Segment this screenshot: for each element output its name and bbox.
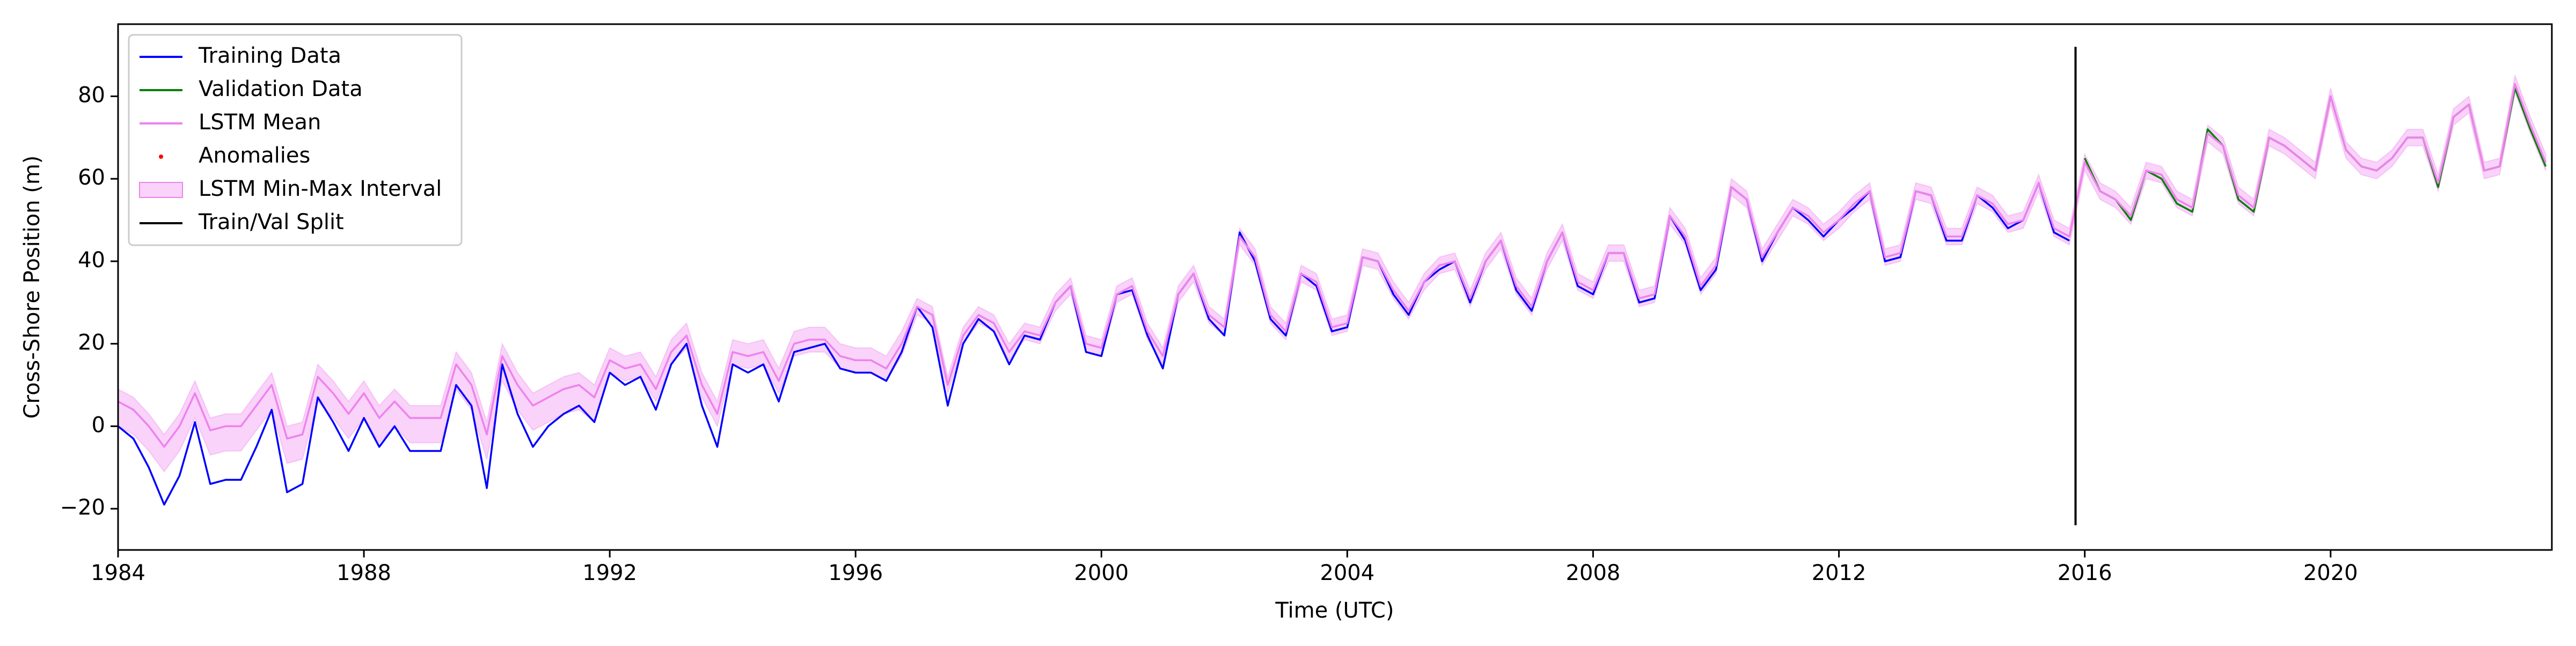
y-tick-label: −20 (60, 495, 105, 520)
y-tick-label: 0 (92, 413, 105, 437)
x-tick-label: 2008 (1566, 561, 1621, 585)
x-tick-label: 2000 (1074, 561, 1129, 585)
legend-box (128, 34, 463, 246)
x-tick-label: 1992 (582, 561, 637, 585)
y-tick-label: 40 (78, 248, 105, 273)
axes-frame (117, 23, 2553, 551)
legend-label: LSTM Min-Max Interval (199, 177, 442, 201)
x-tick-label: 1988 (336, 561, 391, 585)
y-tick-label: 20 (78, 331, 105, 355)
plot-area (118, 47, 2547, 525)
x-tick-label: 2012 (1812, 561, 1867, 585)
y-tick-label: 80 (78, 83, 105, 108)
x-tick-label: 2020 (2303, 561, 2358, 585)
legend-dot (159, 155, 163, 159)
y-tick-label: 60 (78, 165, 105, 190)
series-line (118, 83, 2547, 448)
legend-label: Validation Data (199, 77, 363, 101)
x-tick-label: 2004 (1320, 561, 1375, 585)
legend-patch (139, 182, 183, 198)
legend-label: Training Data (198, 43, 341, 68)
series-line (2084, 87, 2547, 221)
legend-label: LSTM Mean (199, 110, 321, 135)
x-tick-label: 1984 (91, 561, 145, 585)
x-tick-label: 2016 (2058, 561, 2112, 585)
x-tick-label: 1996 (828, 561, 883, 585)
y-axis-label: Cross-Shore Position (m) (20, 156, 45, 419)
legend-label: Train/Val Split (198, 210, 344, 234)
x-axis-label: Time (UTC) (1275, 598, 1394, 623)
legend-label: Anomalies (199, 143, 310, 168)
min-max-band (118, 74, 2546, 473)
